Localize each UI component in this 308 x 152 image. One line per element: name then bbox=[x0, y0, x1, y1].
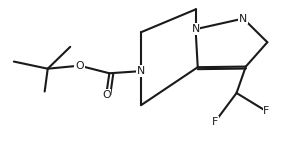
Text: O: O bbox=[75, 61, 84, 71]
Text: N: N bbox=[192, 24, 200, 34]
Text: N: N bbox=[137, 66, 145, 76]
Text: F: F bbox=[212, 117, 218, 127]
Text: O: O bbox=[102, 90, 111, 100]
Text: F: F bbox=[263, 106, 270, 116]
Text: N: N bbox=[239, 14, 247, 24]
